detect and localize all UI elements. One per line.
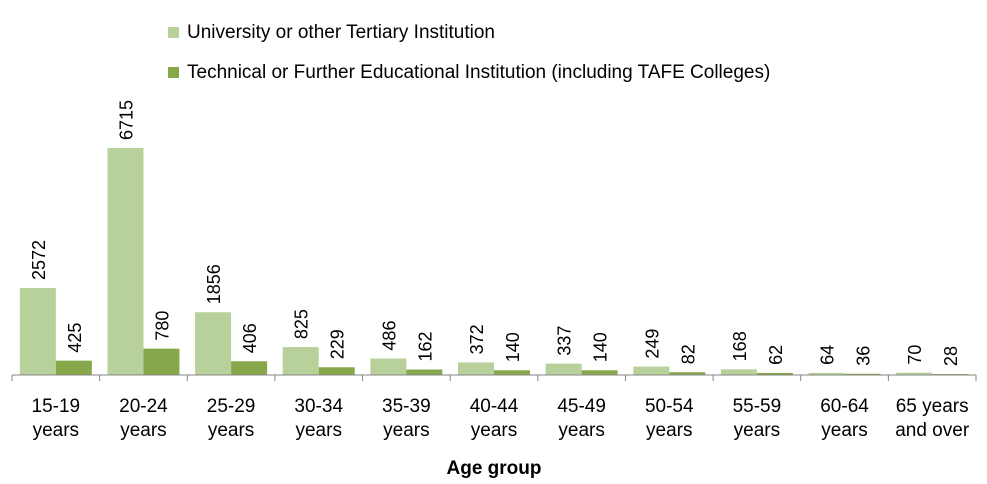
value-label-series-1-3: 825 bbox=[292, 309, 312, 339]
legend-entry-university: University or other Tertiary Institution bbox=[168, 22, 495, 43]
value-label-series-1-10: 70 bbox=[905, 345, 925, 365]
x-tick-label-5: 40-44 years bbox=[470, 396, 519, 441]
legend-swatch-university bbox=[168, 27, 179, 38]
bar-series-1-7 bbox=[633, 366, 670, 375]
bar-series-2-3 bbox=[318, 367, 355, 375]
x-axis-ticks bbox=[11, 375, 977, 381]
value-label-series-1-4: 486 bbox=[379, 321, 399, 351]
bar-series-2-2 bbox=[231, 361, 268, 375]
x-tick-label-1: 20-24 years bbox=[119, 396, 168, 441]
value-label-series-1-2: 1856 bbox=[204, 264, 224, 304]
value-label-series-1-0: 2572 bbox=[29, 240, 49, 280]
bar-series-2-6 bbox=[581, 370, 618, 375]
x-tick-label-0: 15-19 years bbox=[32, 396, 81, 441]
x-tick-label-6: 45-49 years bbox=[557, 396, 606, 441]
legend-entry-technical: Technical or Further Educational Institu… bbox=[168, 62, 770, 83]
value-label-series-2-4: 162 bbox=[415, 331, 435, 361]
value-label-series-2-10: 28 bbox=[941, 346, 961, 366]
bar-series-2-9 bbox=[844, 373, 881, 375]
bar-series-1-0 bbox=[19, 288, 56, 375]
bar-series-1-9 bbox=[808, 372, 845, 375]
bar-series-1-1 bbox=[107, 148, 144, 375]
value-label-series-2-2: 406 bbox=[240, 323, 260, 353]
bar-series-2-0 bbox=[55, 360, 92, 375]
bar-series-1-6 bbox=[545, 363, 582, 375]
bar-series-2-1 bbox=[143, 348, 180, 375]
value-label-series-2-9: 36 bbox=[854, 346, 874, 366]
bar-series-1-4 bbox=[370, 358, 407, 375]
value-label-series-1-1: 6715 bbox=[116, 100, 136, 140]
legend-swatch-technical bbox=[168, 67, 179, 78]
value-label-series-1-5: 372 bbox=[467, 324, 487, 354]
x-tick-label-10: 65 years and over bbox=[895, 396, 970, 441]
legend-label-university: University or other Tertiary Institution bbox=[187, 22, 495, 43]
bar-series-1-2 bbox=[195, 312, 232, 375]
bar-series-2-7 bbox=[669, 372, 706, 375]
x-tick-label-7: 50-54 years bbox=[645, 396, 694, 441]
value-label-series-2-1: 780 bbox=[152, 311, 172, 341]
x-tick-label-4: 35-39 years bbox=[382, 396, 431, 441]
value-label-series-1-8: 168 bbox=[730, 331, 750, 361]
value-label-series-2-3: 229 bbox=[328, 329, 348, 359]
value-label-series-2-0: 425 bbox=[65, 323, 85, 353]
value-label-series-2-8: 62 bbox=[766, 345, 786, 365]
x-axis-tick-labels: 15-19 years 20-24 years 25-29 years 30-34 years… bbox=[32, 396, 970, 441]
bar-series-1-8 bbox=[720, 369, 757, 375]
x-tick-label-2: 25-29 years bbox=[207, 396, 256, 441]
bars-group bbox=[19, 148, 969, 375]
bar-series-2-8 bbox=[756, 372, 793, 375]
bar-series-1-3 bbox=[282, 347, 319, 375]
x-tick-label-3: 30-34 years bbox=[294, 396, 343, 441]
bar-series-2-4 bbox=[406, 369, 443, 375]
bar-series-2-5 bbox=[494, 370, 530, 375]
value-label-series-1-7: 249 bbox=[642, 329, 662, 359]
value-label-series-1-6: 337 bbox=[555, 326, 575, 356]
value-label-series-2-7: 82 bbox=[678, 344, 698, 364]
bar-series-1-10 bbox=[896, 372, 933, 375]
x-axis-title: Age group bbox=[447, 458, 542, 479]
value-label-series-2-5: 140 bbox=[503, 332, 523, 362]
x-tick-label-9: 60-64 years bbox=[820, 396, 869, 441]
legend: University or other Tertiary Institution… bbox=[168, 22, 770, 83]
value-label-series-2-6: 140 bbox=[591, 332, 611, 362]
legend-label-technical: Technical or Further Educational Institu… bbox=[187, 62, 770, 83]
value-label-series-1-9: 64 bbox=[818, 345, 838, 365]
bar-series-1-5 bbox=[458, 362, 494, 375]
x-tick-label-8: 55-59 years bbox=[733, 396, 782, 441]
value-labels-group: 2572 425 6715 780 1856 406 825 229 486 162 372 140 3… bbox=[29, 100, 961, 366]
